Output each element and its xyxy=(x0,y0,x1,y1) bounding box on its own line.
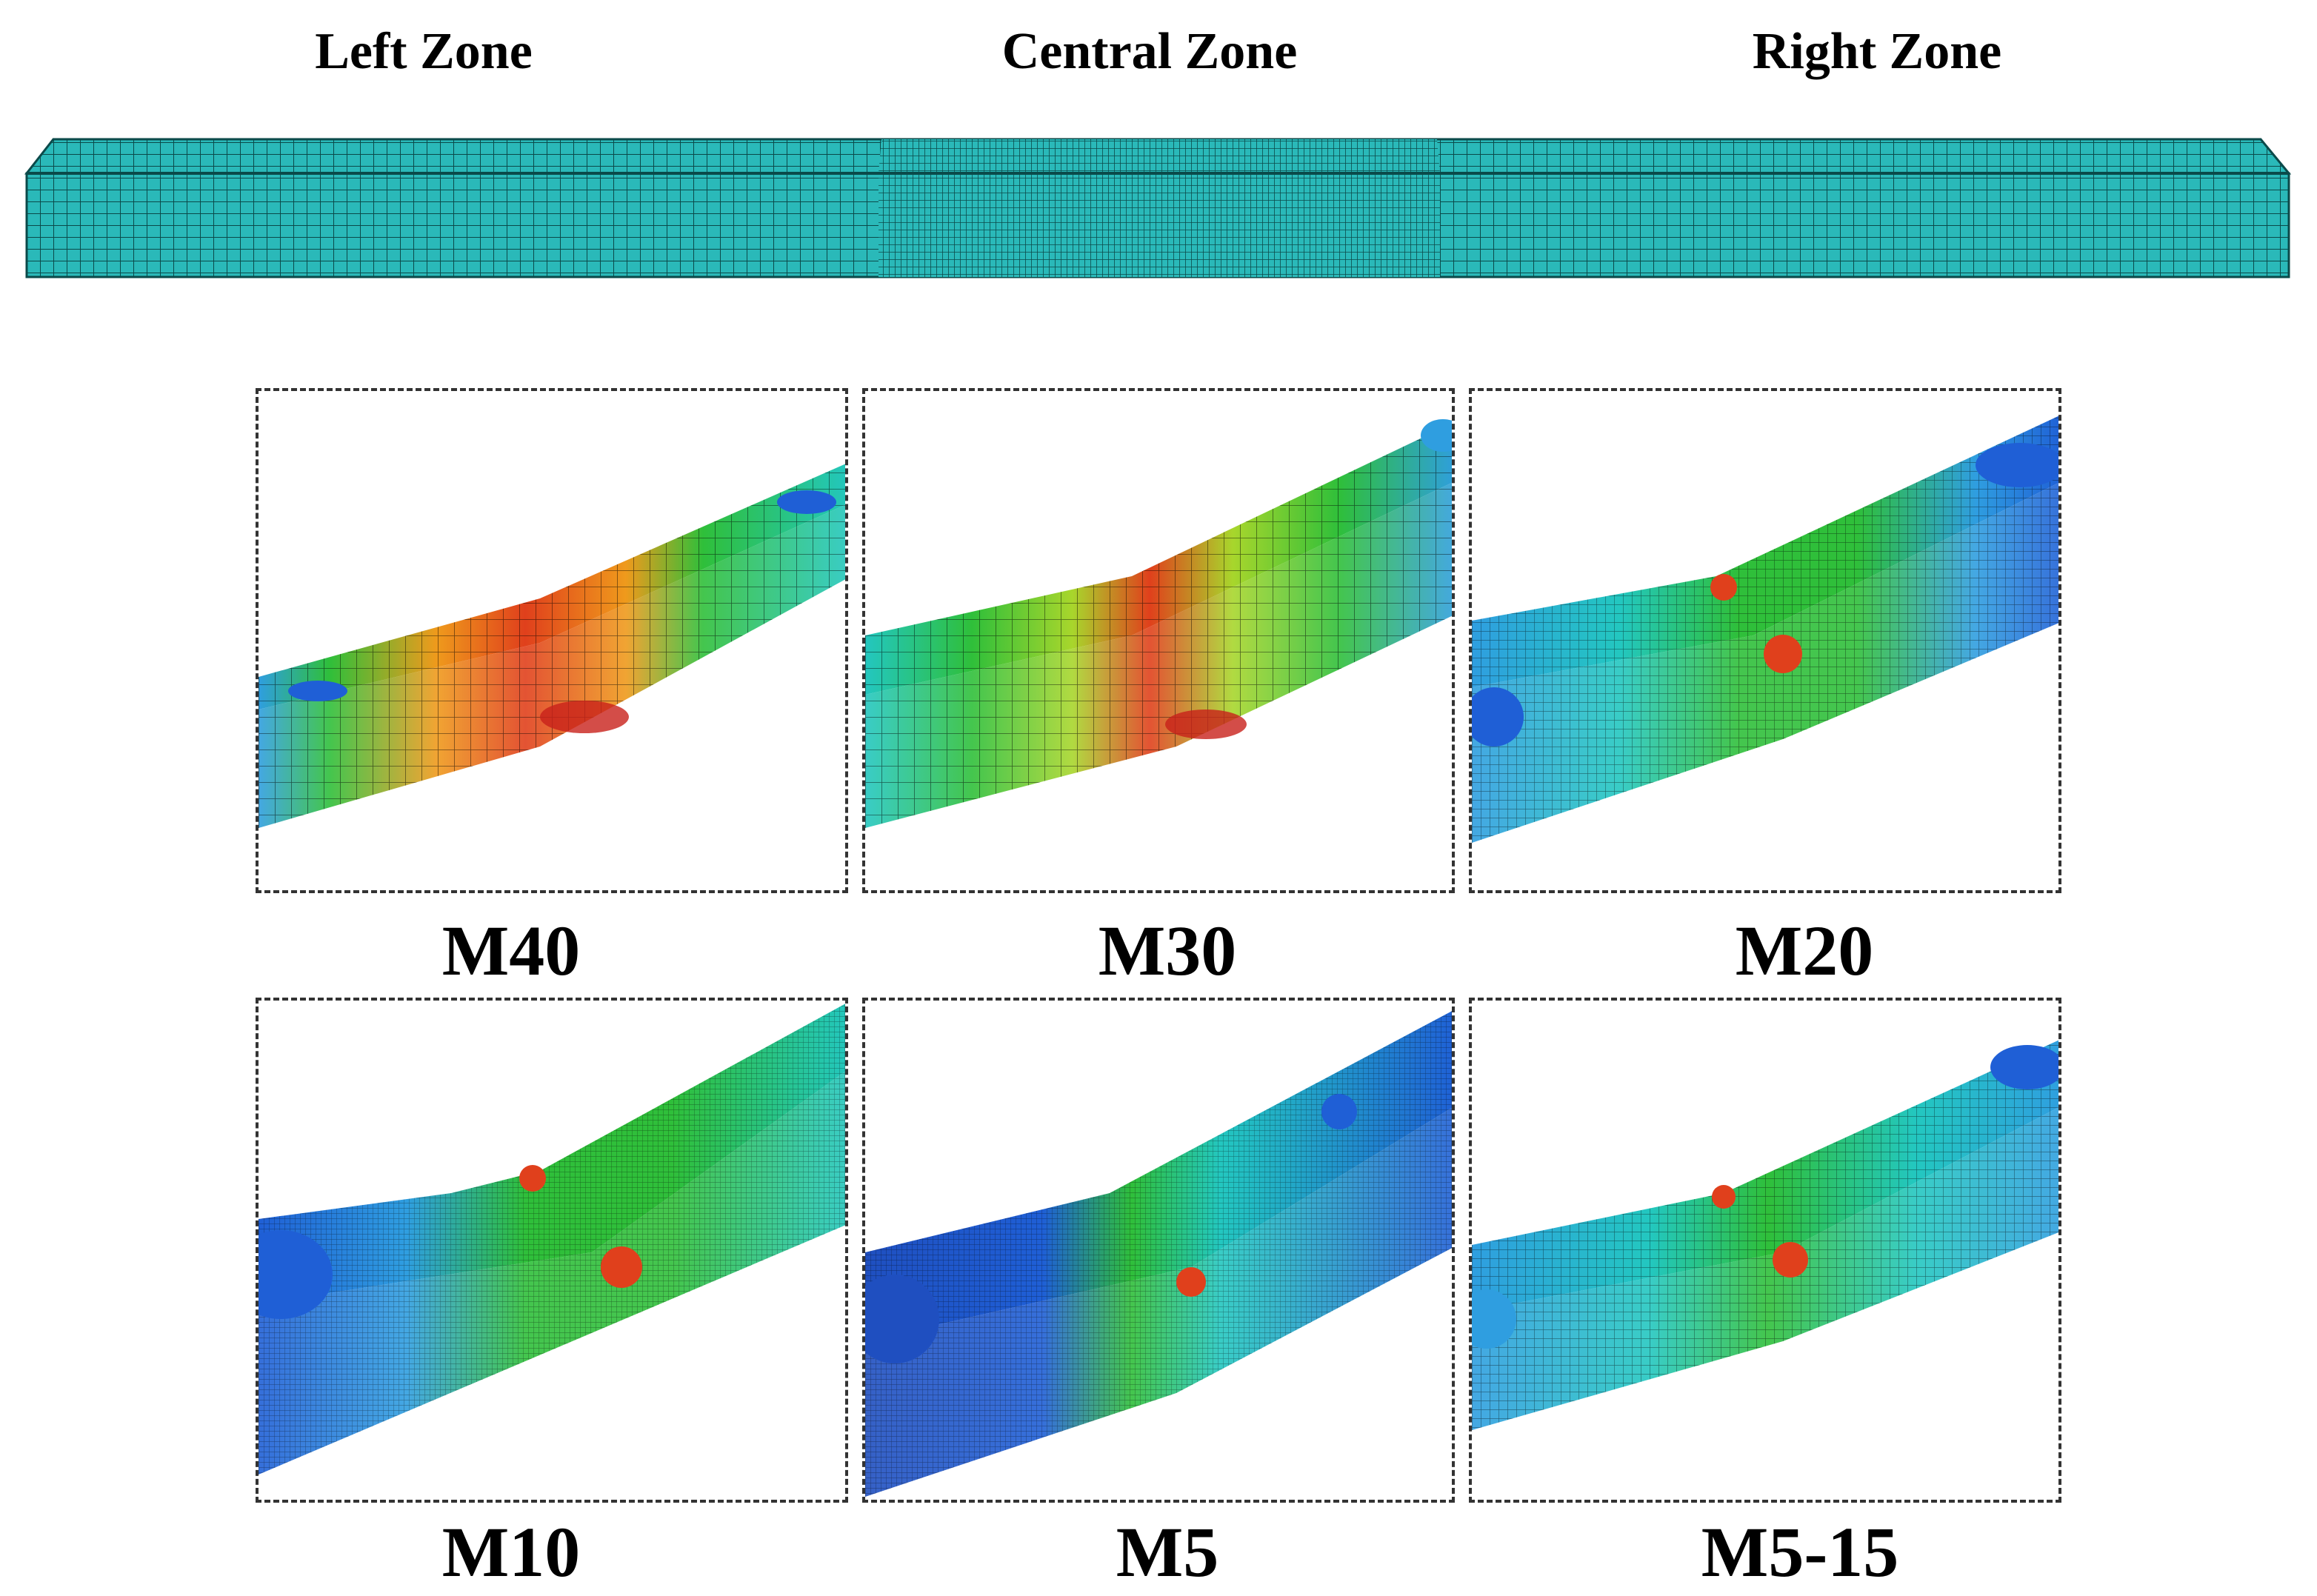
deformed-beam-m5 xyxy=(865,1011,1452,1497)
meshed-beam xyxy=(24,138,2292,278)
deformed-beam-m20 xyxy=(1472,415,2058,843)
caption-m30: M30 xyxy=(1098,911,1237,990)
panel-m40 xyxy=(256,388,848,893)
right-zone-label: Right Zone xyxy=(1752,23,2002,80)
deformed-beam-m30 xyxy=(865,419,1452,828)
deformed-beam-m10 xyxy=(259,1004,845,1475)
panel-m30 xyxy=(862,388,1455,893)
deformed-beam-m5-15 xyxy=(1472,1040,2058,1430)
central-zone-label: Central Zone xyxy=(1001,23,1298,80)
caption-m5: M5 xyxy=(1116,1512,1219,1592)
beam-central-fine-front xyxy=(879,173,1440,277)
panel-m5-15 xyxy=(1469,998,2061,1503)
caption-m20: M20 xyxy=(1735,911,1874,990)
caption-m5-15: M5-15 xyxy=(1701,1512,1899,1592)
left-zone-label: Left Zone xyxy=(315,23,533,80)
panel-m5 xyxy=(862,998,1455,1503)
panel-m10 xyxy=(256,998,848,1503)
caption-m10: M10 xyxy=(441,1512,581,1592)
deformed-beam-m40 xyxy=(259,464,845,828)
panel-m20 xyxy=(1469,388,2061,893)
beam-central-fine-top xyxy=(879,139,1440,173)
caption-m40: M40 xyxy=(441,911,581,990)
